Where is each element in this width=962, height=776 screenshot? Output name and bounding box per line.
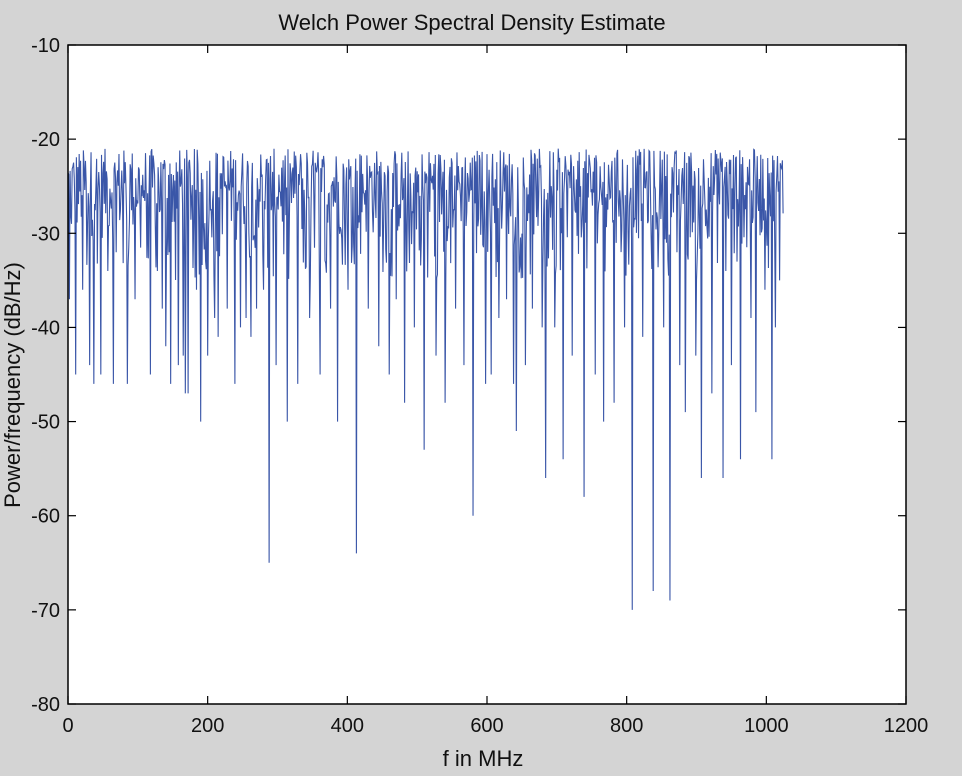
- x-tick-label: 800: [610, 715, 643, 737]
- x-tick-label: 0: [62, 715, 73, 737]
- x-tick-label: 400: [331, 715, 364, 737]
- y-tick-label: -30: [31, 223, 60, 245]
- y-tick-label: -70: [31, 600, 60, 622]
- y-tick-label: -50: [31, 412, 60, 434]
- y-tick-label: -80: [31, 694, 60, 716]
- plot-area: [68, 45, 906, 704]
- y-tick-label: -40: [31, 317, 60, 339]
- x-tick-label: 1200: [884, 715, 929, 737]
- y-axis-ticks: -10 -20 -30 -40 -50 -60 -70 -80: [31, 35, 906, 716]
- y-tick-label: -20: [31, 129, 60, 151]
- x-tick-label: 1000: [744, 715, 789, 737]
- chart-title: Welch Power Spectral Density Estimate: [278, 10, 665, 35]
- psd-series-line: [67, 148, 784, 610]
- x-axis-ticks: 0 200 400 600 800 1000 1200: [62, 45, 928, 737]
- series-layer: [67, 148, 784, 610]
- x-tick-label: 200: [191, 715, 224, 737]
- x-tick-label: 600: [470, 715, 503, 737]
- x-axis-label: f in MHz: [443, 746, 524, 771]
- y-tick-label: -60: [31, 506, 60, 528]
- y-axis-label: Power/frequency (dB/Hz): [0, 262, 25, 508]
- y-tick-label: -10: [31, 35, 60, 57]
